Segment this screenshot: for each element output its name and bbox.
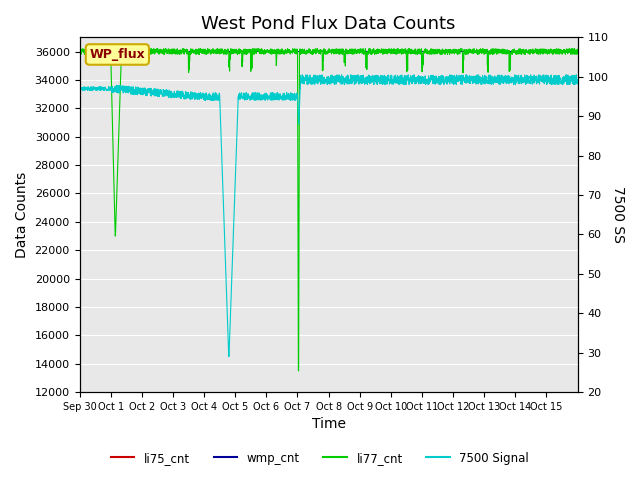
X-axis label: Time: Time [312,418,346,432]
Y-axis label: Data Counts: Data Counts [15,172,29,258]
Y-axis label: 7500 SS: 7500 SS [611,186,625,243]
Text: WP_flux: WP_flux [90,48,145,61]
Title: West Pond Flux Data Counts: West Pond Flux Data Counts [202,15,456,33]
Legend: li75_cnt, wmp_cnt, li77_cnt, 7500 Signal: li75_cnt, wmp_cnt, li77_cnt, 7500 Signal [106,447,534,469]
